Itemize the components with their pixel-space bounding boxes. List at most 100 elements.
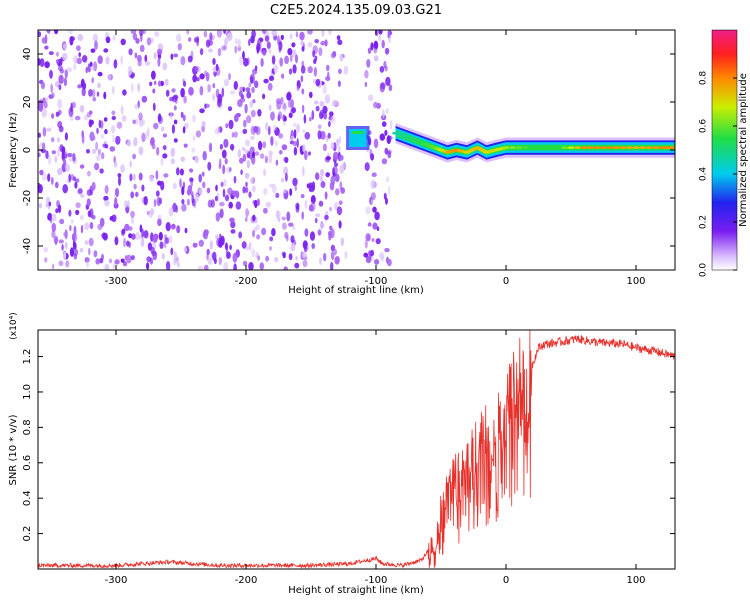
noise-speckle <box>309 231 316 241</box>
noise-speckle <box>301 252 307 259</box>
noise-speckle <box>332 99 338 106</box>
noise-speckle <box>328 30 332 35</box>
noise-speckle <box>241 241 247 249</box>
noise-speckle <box>315 105 320 112</box>
noise-speckle <box>157 116 163 124</box>
noise-speckle <box>231 132 235 138</box>
noise-speckle <box>51 263 55 270</box>
noise-speckle <box>183 246 187 253</box>
noise-speckle <box>323 111 328 120</box>
spectrogram-x-ticks: -300 -200 -100 0 100 <box>105 30 646 287</box>
noise-speckle <box>281 73 285 79</box>
noise-speckle <box>80 224 84 234</box>
noise-speckle <box>179 178 182 188</box>
noise-speckle <box>251 151 256 158</box>
noise-speckle <box>58 74 64 85</box>
signal-ridge-cell <box>587 146 594 150</box>
noise-speckle <box>276 210 281 220</box>
noise-speckle <box>44 257 48 263</box>
noise-speckle <box>188 86 194 96</box>
noise-speckle <box>141 228 145 239</box>
noise-speckle <box>108 73 111 81</box>
noise-speckle <box>163 239 167 249</box>
noise-speckle <box>388 185 391 195</box>
noise-speckle <box>304 199 308 209</box>
noise-speckle <box>235 201 242 210</box>
noise-speckle <box>249 101 253 108</box>
noise-speckle <box>176 167 180 176</box>
noise-speckle <box>234 37 238 45</box>
noise-speckle <box>135 118 139 125</box>
y-tick-label: 0.4 <box>22 490 33 506</box>
noise-speckle <box>54 181 59 189</box>
noise-speckle <box>41 173 47 181</box>
y-tick-label: -20 <box>22 190 33 206</box>
noise-speckle <box>111 115 117 121</box>
noise-speckle <box>225 123 229 129</box>
noise-speckle <box>212 93 216 101</box>
noise-speckle <box>226 32 233 41</box>
noise-speckle <box>242 128 248 135</box>
noise-speckle <box>172 202 178 213</box>
noise-speckle <box>133 183 137 190</box>
noise-speckle <box>201 121 206 127</box>
noise-speckle <box>133 137 138 146</box>
noise-speckle <box>332 172 336 177</box>
noise-speckle <box>181 199 185 205</box>
signal-ridge-cell <box>502 146 510 150</box>
noise-speckle <box>74 181 78 189</box>
x-tick-label: -300 <box>105 276 128 287</box>
snr-y-multiplier: (x10⁴) <box>9 312 19 339</box>
noise-speckle <box>244 149 249 154</box>
noise-speckle <box>281 104 288 112</box>
noise-speckle <box>43 246 49 253</box>
noise-speckle <box>79 247 84 253</box>
noise-speckle <box>114 187 120 198</box>
snr-panel: -300 -200 -100 0 100 0.2 0.4 0.6 0.8 1.0 1.2 Heig… <box>8 312 676 596</box>
noise-speckle <box>340 187 346 194</box>
noise-speckle <box>378 32 382 42</box>
noise-speckle <box>239 97 246 103</box>
noise-speckle <box>194 155 199 164</box>
noise-speckle <box>97 148 102 156</box>
x-tick-label: 100 <box>626 276 645 287</box>
noise-speckle <box>264 35 270 42</box>
noise-speckle <box>315 172 320 181</box>
noise-speckle <box>309 117 312 122</box>
noise-speckle <box>199 73 205 80</box>
noise-speckle <box>372 206 377 213</box>
signal-ridge-cell <box>639 146 646 150</box>
colorbar-tick-label: 0.8 <box>699 71 709 86</box>
noise-speckle <box>242 50 245 60</box>
noise-speckle <box>120 105 124 115</box>
colorbar-tick-label: 0.2 <box>699 215 709 229</box>
noise-speckle <box>311 243 316 249</box>
noise-speckle <box>381 158 388 165</box>
noise-speckle <box>246 160 251 169</box>
noise-speckle <box>104 185 109 194</box>
noise-speckle <box>256 43 261 53</box>
noise-speckle <box>387 150 392 159</box>
noise-speckle <box>300 193 305 199</box>
noise-speckle <box>303 150 308 161</box>
noise-speckle <box>384 129 388 136</box>
noise-speckle <box>48 201 52 207</box>
noise-speckle <box>252 185 256 193</box>
noise-speckle <box>373 40 379 50</box>
noise-speckle <box>201 171 205 177</box>
noise-speckle <box>367 222 372 227</box>
noise-speckle <box>330 52 336 59</box>
noise-speckle <box>301 46 305 52</box>
noise-speckle <box>293 129 297 139</box>
noise-speckle <box>187 55 193 63</box>
y-tick-label: 1.2 <box>22 349 33 365</box>
noise-speckle <box>335 255 340 263</box>
noise-speckle <box>313 58 317 64</box>
noise-speckle <box>365 206 371 215</box>
noise-speckle <box>182 126 186 134</box>
noise-speckle <box>208 48 213 53</box>
noise-speckle <box>86 261 89 268</box>
noise-speckle <box>239 56 244 66</box>
noise-speckle <box>310 195 316 204</box>
noise-speckle <box>127 199 130 208</box>
